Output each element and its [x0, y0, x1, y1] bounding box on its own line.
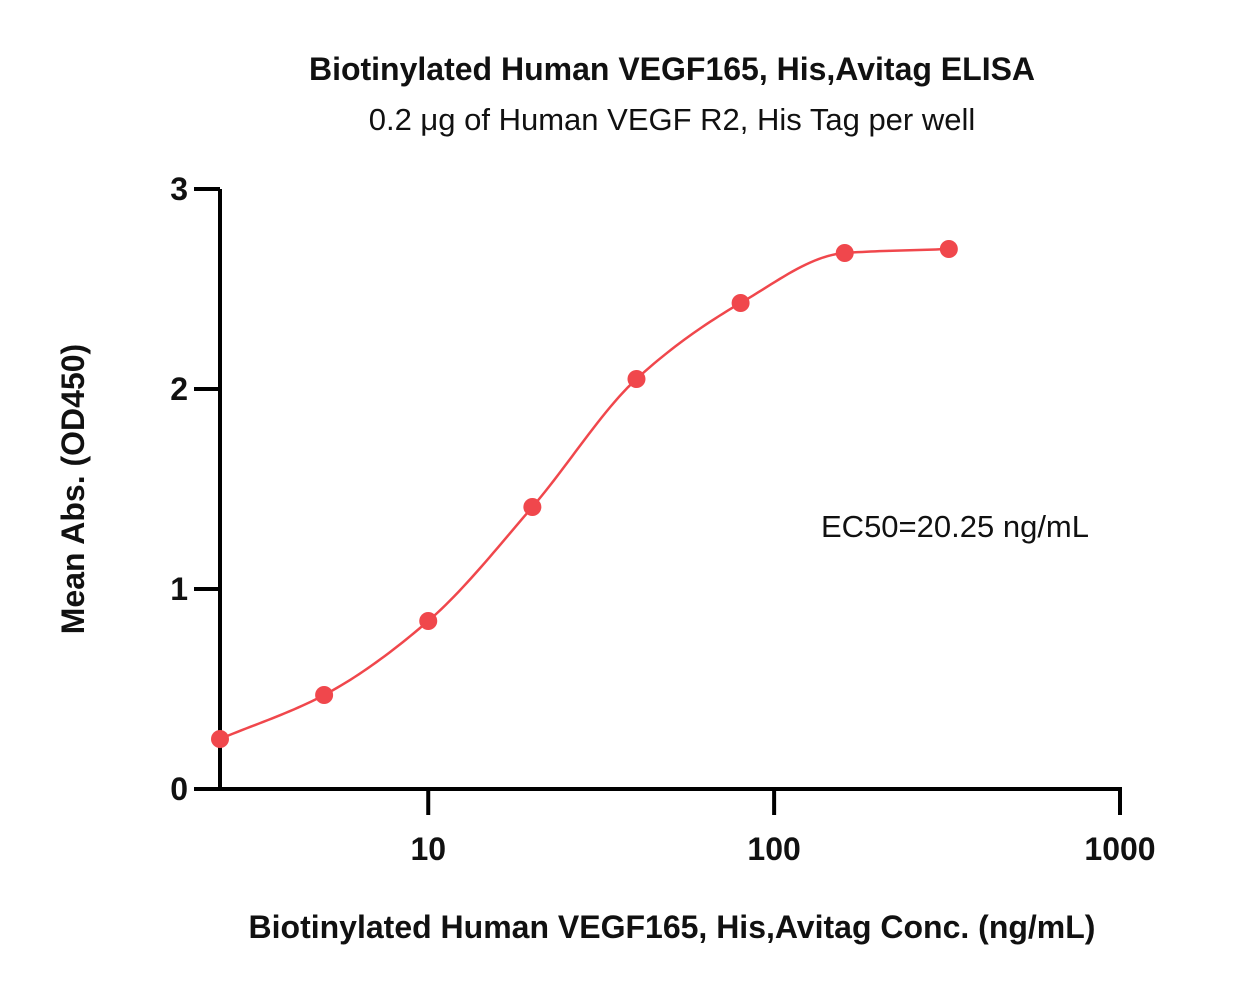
- data-point: [627, 370, 646, 388]
- x-axis-label: Biotinylated Human VEGF165, His,Avitag C…: [249, 909, 1096, 945]
- x-tick-label: 1000: [1084, 831, 1155, 867]
- fit-curve-layer: [219, 247, 949, 741]
- data-point: [523, 498, 542, 516]
- chart-subtitle: 0.2 μg of Human VEGF R2, His Tag per wel…: [369, 102, 976, 137]
- data-points-layer: [211, 240, 958, 748]
- chart-title: Biotinylated Human VEGF165, His,Avitag E…: [309, 51, 1035, 87]
- data-point: [315, 686, 334, 704]
- y-tick-label: 0: [170, 771, 188, 807]
- data-point: [419, 612, 438, 630]
- x-tick-label: 100: [747, 831, 800, 867]
- axes: 0 1 2 3 10 100 1000: [170, 171, 1155, 867]
- y-tick-label: 3: [170, 171, 188, 207]
- y-tick-label: 2: [170, 371, 188, 407]
- y-axis-label: Mean Abs. (OD450): [55, 344, 91, 634]
- y-tick-label: 1: [170, 571, 188, 607]
- data-point: [835, 244, 854, 262]
- x-tick-label: 10: [410, 831, 446, 867]
- data-point: [211, 730, 229, 748]
- data-point: [939, 240, 958, 258]
- ec50-annotation: EC50=20.25 ng/mL: [821, 509, 1089, 544]
- data-point: [731, 294, 750, 312]
- fit-curve: [219, 247, 949, 741]
